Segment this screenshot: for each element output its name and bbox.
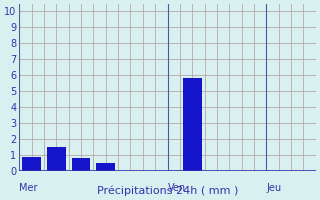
Bar (96, 163, 115, 171)
Bar (47, 147, 66, 171)
Bar (22, 157, 41, 171)
X-axis label: Précipitations 24h ( mm ): Précipitations 24h ( mm ) (97, 185, 238, 196)
Bar (72, 158, 90, 171)
Text: Mer: Mer (19, 183, 38, 193)
Text: Jeu: Jeu (266, 183, 282, 193)
Text: Ven: Ven (167, 183, 186, 193)
Bar (183, 78, 202, 171)
